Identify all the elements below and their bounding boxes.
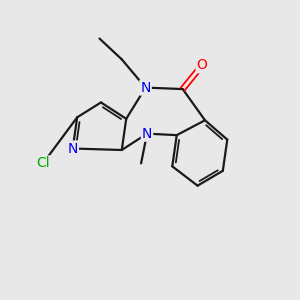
Text: Cl: Cl	[36, 156, 50, 170]
Text: N: N	[68, 142, 78, 155]
Text: O: O	[196, 58, 208, 72]
Text: N: N	[140, 81, 151, 94]
Text: N: N	[142, 127, 152, 141]
